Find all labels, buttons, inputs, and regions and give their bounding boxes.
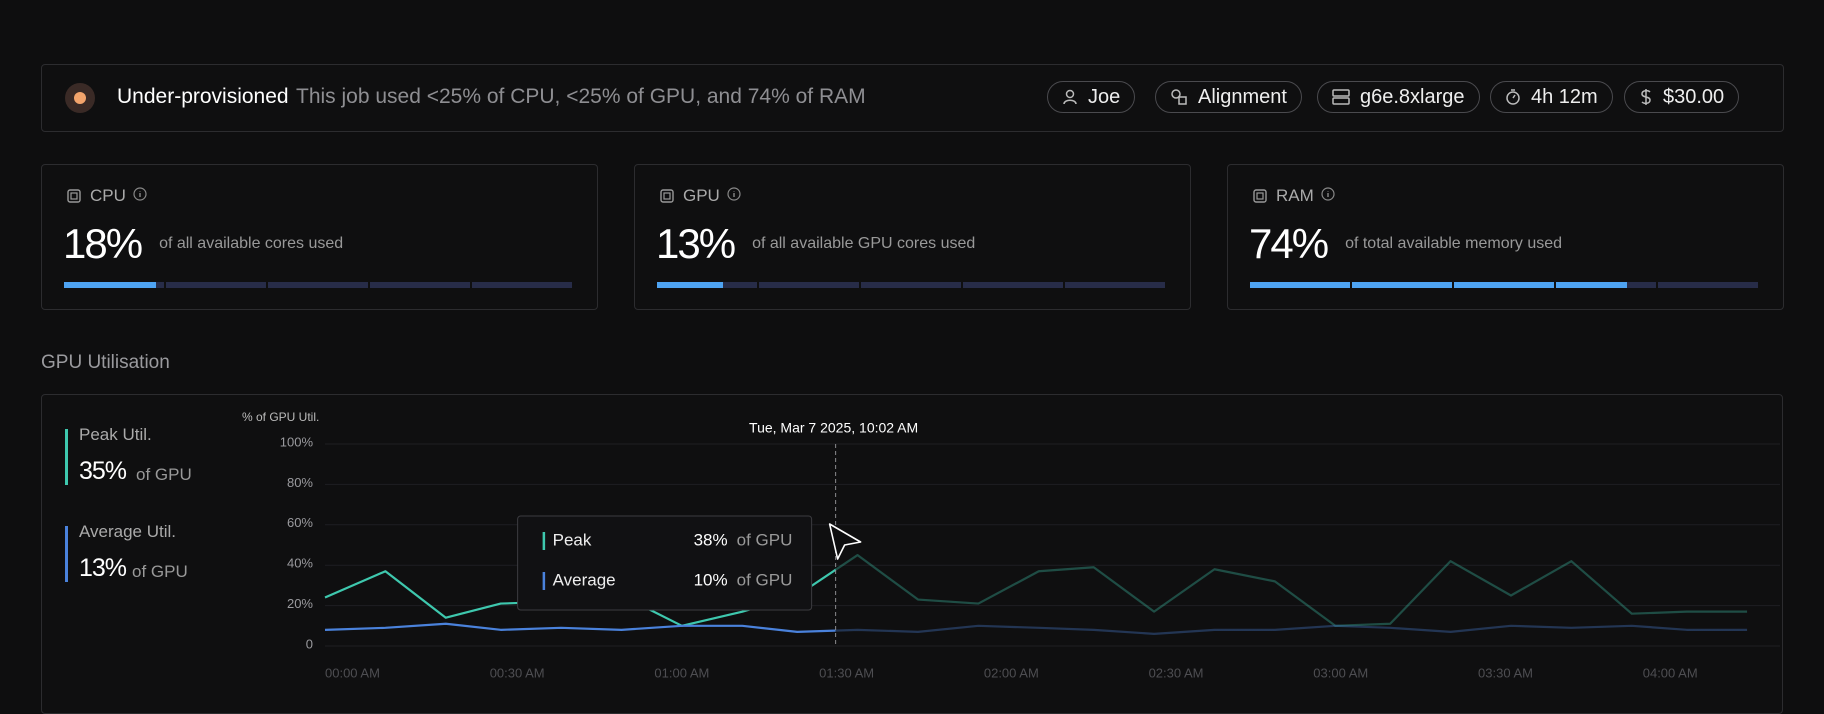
metric-caption: of all available cores used <box>159 235 344 252</box>
usage-track <box>166 282 266 288</box>
tag-text: Joe <box>1088 85 1121 108</box>
tooltip-unit: of GPU <box>737 530 793 549</box>
x-tick-label: 03:00 AM <box>1313 665 1368 680</box>
tag-text: $30.00 <box>1663 85 1725 108</box>
metric-label: RAM <box>1276 186 1314 205</box>
metric-caption: of all available GPU cores used <box>752 235 976 252</box>
metric-label: GPU <box>683 186 720 205</box>
x-tick-label: 00:30 AM <box>490 665 545 680</box>
summary-label: Peak Util. <box>79 425 152 444</box>
x-tick-label: 02:30 AM <box>1149 665 1204 680</box>
average-marker <box>65 526 68 582</box>
status-message: This job used <25% of CPU, <25% of GPU, … <box>296 85 866 108</box>
metric-value: 13% <box>656 220 736 267</box>
y-tick-label: 60% <box>287 515 313 530</box>
tooltip-swatch <box>542 572 546 590</box>
info-icon[interactable] <box>133 187 147 201</box>
metric-icon <box>1253 189 1267 203</box>
tag-text: 4h 12m <box>1531 85 1598 108</box>
usage-track <box>1658 282 1758 288</box>
section-title: GPU Utilisation <box>41 352 170 373</box>
x-tick-label: 01:30 AM <box>819 665 874 680</box>
y-tick-label: 80% <box>287 475 313 490</box>
summary-value: 13% <box>79 554 127 582</box>
series-line <box>324 622 1748 635</box>
info[interactable] <box>133 186 147 206</box>
metric-header: GPU <box>658 186 741 206</box>
y-tick-label: 100% <box>280 434 314 449</box>
summary-unit: of GPU <box>136 465 192 484</box>
y-axis-label: % of GPU Util. <box>242 410 319 424</box>
usage-bar <box>64 282 156 288</box>
tag-cost[interactable]: $30.00 <box>1624 81 1740 113</box>
metric-header: RAM <box>1251 186 1335 206</box>
status-dot <box>65 83 95 113</box>
tag-text: Alignment <box>1198 85 1287 108</box>
metric-value: 18% <box>63 220 143 267</box>
tag-team[interactable]: Alignment <box>1155 81 1302 113</box>
hover-date: Tue, Mar 7 2025, 10:02 AM <box>749 420 918 436</box>
y-tick-label: 20% <box>287 596 313 611</box>
usage-track <box>268 282 368 288</box>
metric-value: 74% <box>1249 220 1329 267</box>
y-tick-label: 0 <box>306 636 313 651</box>
metric-icon <box>660 189 674 203</box>
tooltip-swatch <box>542 532 546 550</box>
x-tick-label: 02:00 AM <box>984 665 1039 680</box>
usage-track <box>472 282 572 288</box>
tag-user[interactable]: Joe <box>1047 81 1136 113</box>
usage-track <box>1065 282 1165 288</box>
tag-instance[interactable]: g6e.8xlarge <box>1317 81 1480 113</box>
summary-value: 35% <box>79 457 127 485</box>
usage-track <box>370 282 470 288</box>
usage-bar <box>1250 282 1628 288</box>
metric-icon <box>67 189 81 203</box>
x-tick-label: 04:00 AM <box>1643 665 1698 680</box>
mouse-cursor <box>828 523 862 560</box>
metric-header: CPU <box>65 186 147 206</box>
x-tick-label: 00:00 AM <box>325 665 380 680</box>
usage-track <box>861 282 961 288</box>
x-tick-label: 01:00 AM <box>654 665 709 680</box>
tooltip-series: Peak <box>553 530 592 549</box>
tag-text: g6e.8xlarge <box>1360 85 1465 108</box>
tooltip-unit: of GPU <box>737 570 793 589</box>
peak-marker <box>65 429 68 485</box>
usage-divider <box>1452 282 1454 288</box>
summary-label: Average Util. <box>79 522 177 541</box>
info-icon[interactable] <box>727 187 741 201</box>
usage-divider <box>1554 282 1556 288</box>
tag-duration[interactable]: 4h 12m <box>1490 81 1613 113</box>
y-tick-label: 40% <box>287 556 313 571</box>
metric-caption: of total available memory used <box>1345 235 1563 252</box>
tooltip-value: 10% <box>694 570 728 589</box>
info[interactable] <box>727 186 741 206</box>
status-label: Under-provisioned <box>117 85 289 108</box>
usage-bar <box>657 282 724 288</box>
usage-track <box>759 282 859 288</box>
usage-divider <box>1350 282 1352 288</box>
info[interactable] <box>1321 186 1335 206</box>
x-tick-label: 03:30 AM <box>1478 665 1533 680</box>
info-icon[interactable] <box>1321 187 1335 201</box>
summary-unit: of GPU <box>132 562 188 581</box>
tooltip <box>517 515 813 611</box>
chart-card <box>41 394 1783 714</box>
tooltip-value: 38% <box>694 530 728 549</box>
metric-label: CPU <box>90 186 126 205</box>
usage-track <box>963 282 1063 288</box>
tooltip-series: Average <box>553 570 616 589</box>
